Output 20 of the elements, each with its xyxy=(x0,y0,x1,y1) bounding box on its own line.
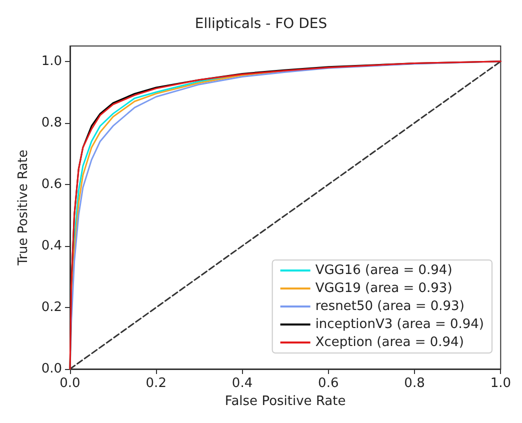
y-tick-label: 0.6 xyxy=(41,176,62,192)
y-axis-title: True Positive Rate xyxy=(16,150,31,266)
chart-title: Ellipticals - FO DES xyxy=(194,16,328,32)
x-tick-label: 0.4 xyxy=(232,376,253,391)
y-tick-label: 1.0 xyxy=(41,54,62,69)
legend-label: VGG19 (area = 0.93) xyxy=(315,281,452,296)
y-tick-label: 0.2 xyxy=(41,300,62,315)
legend-label: Xception (area = 0.94) xyxy=(315,335,464,350)
legend-label: resnet50 (area = 0.93) xyxy=(315,299,464,314)
x-tick-label: 0.6 xyxy=(318,376,339,391)
y-tick-label: 0.4 xyxy=(41,238,62,254)
x-tick-label: 0.2 xyxy=(146,376,166,391)
x-axis-title: False Positive Rate xyxy=(224,394,346,409)
legend-label: VGG16 (area = 0.94) xyxy=(315,263,452,278)
x-tick-label: 1.0 xyxy=(490,376,512,391)
y-tick-label: 0.8 xyxy=(41,115,62,130)
y-tick-label: 0.0 xyxy=(41,362,62,376)
x-tick-label: 0.0 xyxy=(60,376,80,391)
x-tick-label: 0.8 xyxy=(404,376,425,391)
legend-label: inceptionV3 (area = 0.94) xyxy=(315,317,484,332)
